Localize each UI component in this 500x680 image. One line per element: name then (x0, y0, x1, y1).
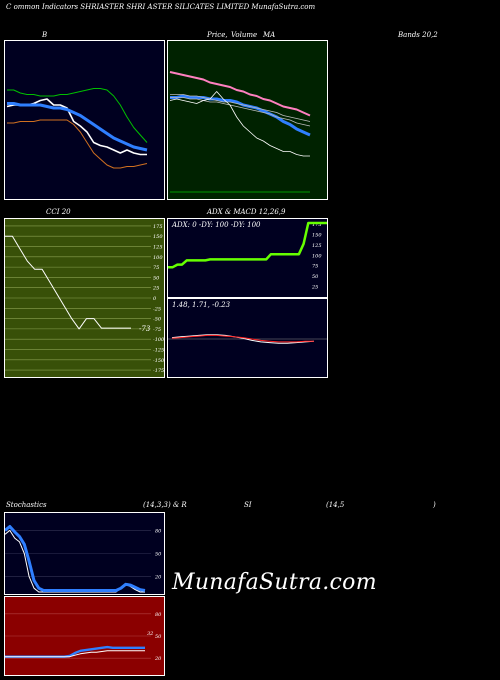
bollinger-chart (6, 88, 148, 169)
cci-panel: 175 150 125 100 75 50 25 0 -25 -50 -75 -100 -125 -150… (4, 218, 165, 378)
adx-tick-label: 50 (312, 274, 319, 280)
rsi-params: (14,5 (326, 501, 345, 509)
adx-panel: 175 150 125 100 75 50 25 ADX: 0 -DY: 100 -DY: … (167, 218, 328, 298)
adx-tick-label: 25 (311, 285, 318, 291)
price-ma-blue-line (170, 94, 311, 137)
rsi-tick-label: 80 (155, 612, 162, 618)
stochastics-tick-label: 20 (154, 575, 162, 581)
price-ma-gray2-line (170, 97, 311, 127)
cci-tick-label: 75 (153, 265, 159, 271)
cci-tick-label: 25 (152, 286, 159, 292)
ma-label: MA (263, 31, 276, 39)
rsi-tick-label: 50 (155, 634, 162, 640)
stochastics-tick-label: 80 (155, 528, 162, 534)
macd-values: 1.48, 1.71, -0.23 (172, 301, 231, 309)
cci-line (5, 235, 131, 330)
cci-tick-label: -100 (153, 337, 164, 343)
stochastics-panel: 80 50 20 (4, 512, 165, 595)
price-ma-pink-line (169, 71, 311, 117)
adx-macd-label: ADX & MACD 12,26,9 (207, 208, 286, 216)
rsi-label: SI (244, 501, 252, 509)
bollinger-label: B (42, 31, 48, 39)
rsi-panel: 80 50 20 32 (4, 596, 165, 676)
page-title: C ommon Indicators SHRIASTER SHRI ASTER … (6, 3, 316, 11)
cci-tick-label: 100 (153, 255, 163, 261)
cci-label: CCI 20 (46, 208, 71, 216)
rsi-tick-label: 20 (154, 656, 162, 662)
rsi-chart: 80 50 20 32 (5, 612, 162, 662)
cci-tick-label: -150 (153, 358, 164, 364)
bands-label: Bands 20,2 (398, 31, 438, 39)
adx-tick-label: 75 (312, 264, 318, 270)
cci-tick-label: -50 (153, 317, 162, 323)
bollinger-upper-line (7, 88, 148, 143)
price-ma-chart (169, 71, 311, 193)
bollinger-panel (4, 40, 165, 200)
adx-line (168, 221, 327, 269)
watermark: MunafaSutra.com (172, 570, 377, 595)
rsi-params-close: ) (433, 501, 436, 509)
adx-tick-label: 125 (312, 243, 322, 249)
adx-values: ADX: 0 -DY: 100 -DY: 100 (172, 221, 261, 229)
bollinger-middle-line (7, 102, 148, 152)
cci-current-label: -73 (139, 325, 151, 333)
stochastics-tick-label: 50 (155, 552, 162, 558)
volume-label: Volume (231, 31, 258, 39)
stochastics-chart: 80 50 20 (5, 525, 162, 593)
macd-chart (168, 334, 327, 344)
cci-chart: 175 150 125 100 75 50 25 0 -25 -50 -75 -100 -125 -150… (5, 224, 164, 374)
cci-tick-label: 175 (153, 224, 163, 230)
stochastics-label: Stochastics (6, 501, 47, 509)
adx-tick-label: 150 (312, 232, 322, 238)
price-label: Price, (207, 31, 228, 39)
cci-tick-label: 0 (153, 296, 157, 302)
stochastics-k-line (5, 529, 145, 593)
cci-tick-label: -125 (153, 347, 164, 353)
adx-tick-label: 175 (312, 222, 322, 228)
adx-tick-label: 100 (312, 253, 322, 259)
cci-tick-label: 125 (153, 245, 163, 251)
rsi-current-label: 32 (147, 631, 153, 637)
cci-tick-label: -75 (153, 327, 161, 333)
macd-panel: 1.48, 1.71, -0.23 (167, 298, 328, 378)
price-ma-price-line (169, 91, 310, 157)
stochastics-params: (14,3,3) & R (143, 501, 187, 509)
cci-tick-label: -25 (153, 306, 161, 312)
macd-signal-line (171, 334, 314, 343)
price-ma-panel (167, 40, 328, 200)
cci-tick-label: 150 (153, 234, 163, 240)
cci-tick-label: -175 (153, 368, 164, 374)
cci-tick-label: 50 (153, 275, 160, 281)
bollinger-price-line (6, 98, 147, 156)
stochastics-d-line (5, 525, 146, 592)
adx-chart: 175 150 125 100 75 50 25 (168, 221, 327, 291)
macd-macd-line (171, 334, 315, 344)
price-ma-gray1-line (170, 94, 311, 122)
bollinger-lower-line (7, 119, 148, 169)
rsi-ma-line (5, 650, 145, 658)
